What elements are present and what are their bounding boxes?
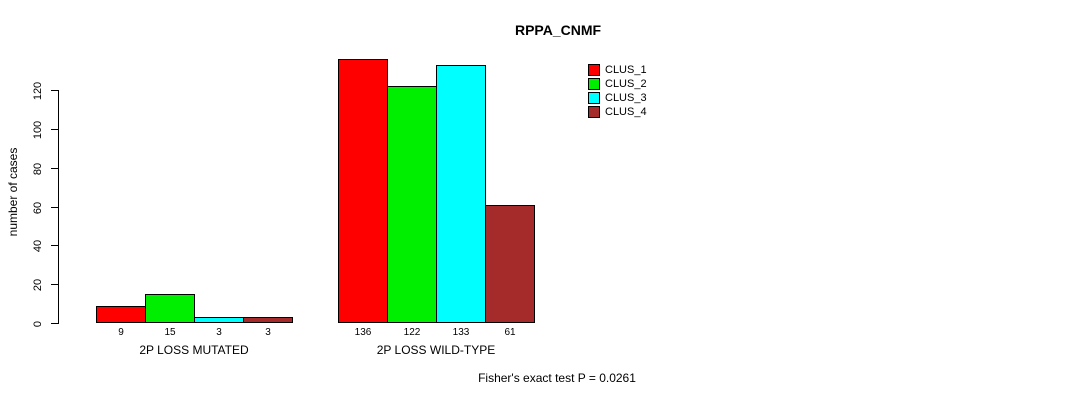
y-tick-label: 60	[32, 201, 44, 214]
bar-value-label: 3	[216, 327, 222, 338]
y-tick-mark	[51, 129, 58, 130]
category-label: 2P LOSS WILD-TYPE	[376, 343, 496, 357]
legend-item-clus_2: CLUS_2	[588, 77, 647, 91]
y-tick-label: 40	[32, 239, 44, 252]
legend-label: CLUS_2	[605, 78, 647, 90]
bar-clus_4-group1	[243, 317, 293, 323]
bar-clus_4-group2	[485, 205, 535, 323]
y-tick-mark	[51, 207, 58, 208]
legend-swatch-clus_2	[588, 78, 600, 90]
legend-item-clus_4: CLUS_4	[588, 105, 647, 119]
bar-value-label: 133	[452, 327, 470, 338]
bar-value-label: 15	[164, 327, 176, 338]
y-tick-mark	[51, 90, 58, 91]
y-tick-label: 100	[32, 120, 44, 139]
bar-clus_3-group1	[194, 317, 244, 323]
bar-clus_1-group1	[96, 306, 146, 323]
category-label: 2P LOSS MUTATED	[139, 343, 249, 357]
chart-title: RPPA_CNMF	[514, 22, 602, 38]
legend-item-clus_1: CLUS_1	[588, 63, 647, 77]
legend-label: CLUS_3	[605, 92, 647, 104]
y-tick-label: 80	[32, 162, 44, 175]
bar-value-label: 61	[504, 327, 516, 338]
legend-label: CLUS_1	[605, 64, 647, 76]
y-tick-mark	[51, 168, 58, 169]
bar-clus_3-group2	[436, 65, 486, 323]
y-tick-label: 120	[32, 81, 44, 100]
legend-swatch-clus_1	[588, 64, 600, 76]
legend: CLUS_1 CLUS_2 CLUS_3 CLUS_4	[588, 63, 647, 119]
y-tick-label: 0	[32, 320, 44, 327]
y-tick-mark	[51, 284, 58, 285]
bar-clus_2-group1	[145, 294, 195, 323]
legend-item-clus_3: CLUS_3	[588, 91, 647, 105]
legend-label: CLUS_4	[605, 106, 647, 118]
bar-clus_2-group2	[387, 86, 437, 323]
legend-swatch-clus_3	[588, 92, 600, 104]
y-tick-mark	[51, 245, 58, 246]
bar-value-label: 9	[118, 327, 124, 338]
y-axis-line	[58, 90, 59, 324]
y-tick-mark	[51, 323, 58, 324]
legend-swatch-clus_4	[588, 106, 600, 118]
y-tick-label: 20	[32, 278, 44, 291]
bar-clus_1-group2	[338, 59, 388, 323]
bar-value-label: 3	[265, 327, 271, 338]
bar-value-label: 136	[354, 327, 372, 338]
y-axis-label: number of cases	[6, 147, 20, 237]
fisher-test-annotation: Fisher's exact test P = 0.0261	[478, 371, 636, 385]
bar-value-label: 122	[403, 327, 421, 338]
